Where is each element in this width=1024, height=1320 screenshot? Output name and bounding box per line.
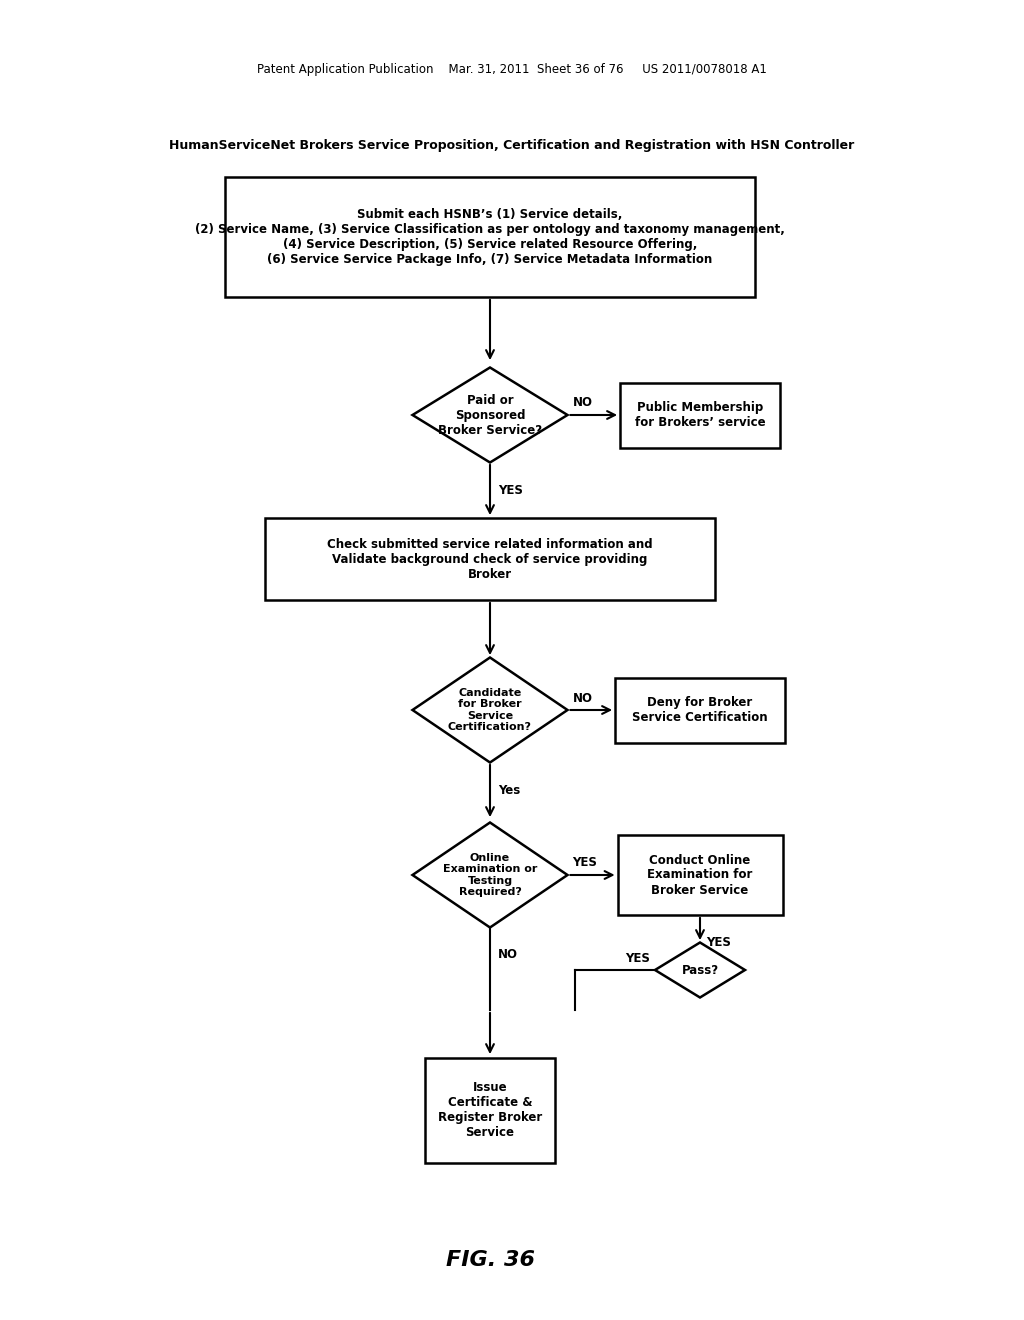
Text: Public Membership
for Brokers’ service: Public Membership for Brokers’ service [635,401,765,429]
Text: YES: YES [706,936,731,949]
Text: Issue
Certificate &
Register Broker
Service: Issue Certificate & Register Broker Serv… [438,1081,542,1139]
Text: FIG. 36: FIG. 36 [445,1250,535,1270]
Text: NO: NO [572,692,593,705]
Text: Candidate
for Broker
Service
Certification?: Candidate for Broker Service Certificati… [449,688,532,733]
FancyBboxPatch shape [615,677,785,742]
Text: Conduct Online
Examination for
Broker Service: Conduct Online Examination for Broker Se… [647,854,753,896]
Text: Submit each HSNB’s (1) Service details,
(2) Service Name, (3) Service Classifica: Submit each HSNB’s (1) Service details, … [195,209,785,267]
Text: Pass?: Pass? [681,964,719,977]
Text: YES: YES [572,857,597,870]
Polygon shape [413,822,567,928]
FancyBboxPatch shape [265,517,715,601]
Text: YES: YES [498,483,523,496]
Text: HumanServiceNet Brokers Service Proposition, Certification and Registration with: HumanServiceNet Brokers Service Proposit… [169,139,855,152]
Text: NO: NO [498,949,518,961]
Polygon shape [413,367,567,462]
Text: Deny for Broker
Service Certification: Deny for Broker Service Certification [632,696,768,723]
Polygon shape [413,657,567,763]
Text: Check submitted service related information and
Validate background check of ser: Check submitted service related informat… [328,537,653,581]
Polygon shape [655,942,745,998]
FancyBboxPatch shape [225,177,755,297]
Text: Patent Application Publication    Mar. 31, 2011  Sheet 36 of 76     US 2011/0078: Patent Application Publication Mar. 31, … [257,63,767,77]
Text: YES: YES [625,952,650,965]
FancyBboxPatch shape [425,1057,555,1163]
Text: Online
Examination or
Testing
Required?: Online Examination or Testing Required? [442,853,538,898]
FancyBboxPatch shape [617,836,782,915]
Text: Paid or
Sponsored
Broker Service?: Paid or Sponsored Broker Service? [438,393,542,437]
FancyBboxPatch shape [620,383,780,447]
Text: Yes: Yes [498,784,520,796]
Text: NO: NO [572,396,593,409]
